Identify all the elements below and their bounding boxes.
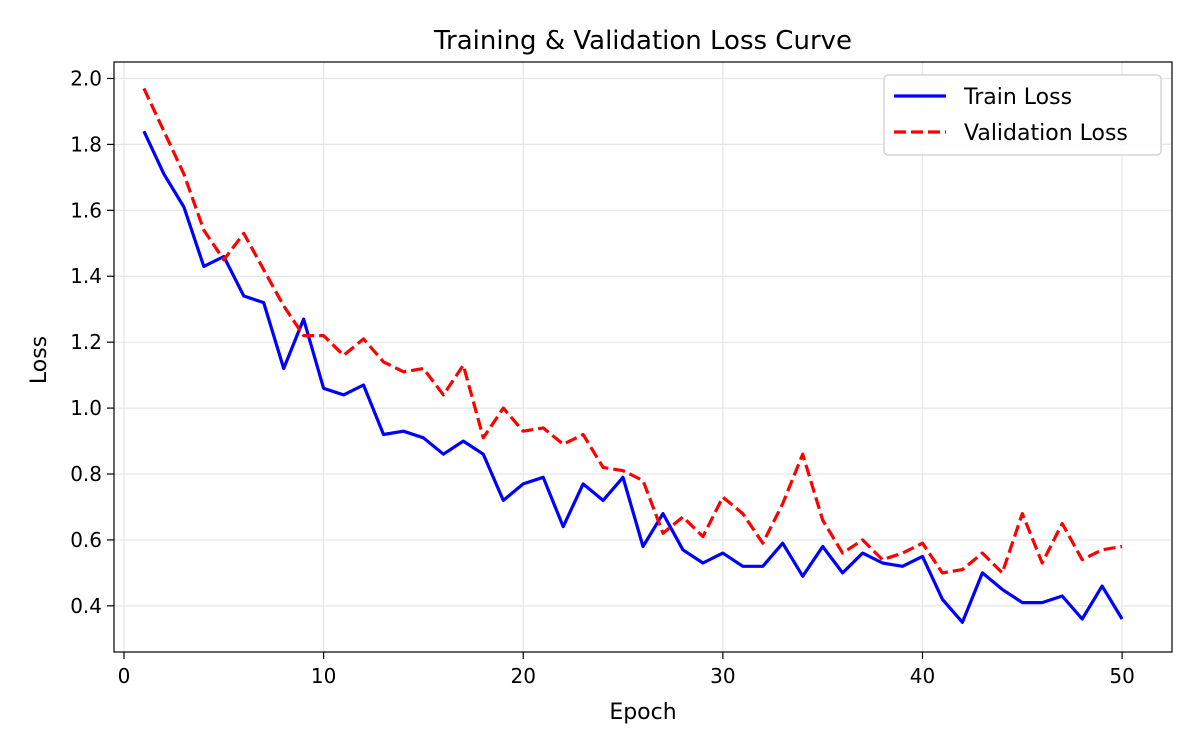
y-tick-label: 0.6 <box>70 528 102 552</box>
x-tick-label: 30 <box>710 664 735 688</box>
x-tick-label: 10 <box>311 664 336 688</box>
y-tick-label: 1.2 <box>70 330 102 354</box>
y-tick-label: 1.4 <box>70 264 102 288</box>
x-tick-label: 20 <box>510 664 535 688</box>
y-tick-label: 2.0 <box>70 66 102 90</box>
legend-box <box>883 74 1162 156</box>
x-tick-label: 0 <box>118 664 131 688</box>
plot-frame <box>113 61 1173 653</box>
legend-label-validation-loss: Validation Loss <box>964 121 1128 146</box>
validation-loss-line <box>142 87 1123 575</box>
y-tick-label: 1.0 <box>70 396 102 420</box>
y-tick-label: 0.8 <box>70 462 102 486</box>
y-tick-label: 1.6 <box>70 198 102 222</box>
series-lines <box>142 87 1124 624</box>
x-axis-label: Epoch <box>609 700 676 725</box>
legend-label-train-loss: Train Loss <box>963 85 1072 110</box>
chart-title: Training & Validation Loss Curve <box>433 26 852 56</box>
x-tick-label: 40 <box>910 664 935 688</box>
y-tick-label: 0.4 <box>70 594 102 618</box>
x-tick-label: 50 <box>1109 664 1134 688</box>
axis-ticks: 0 10 20 30 40 50 0.4 0.6 0.8 1.0 1.2 1.4 1.6 1.8 2.0 <box>70 66 1135 688</box>
y-axis-label: Loss <box>27 336 52 384</box>
grid <box>114 62 1172 652</box>
train-loss-line <box>142 130 1124 624</box>
y-tick-label: 1.8 <box>70 132 102 156</box>
legend: Train Loss Validation Loss <box>883 74 1162 156</box>
